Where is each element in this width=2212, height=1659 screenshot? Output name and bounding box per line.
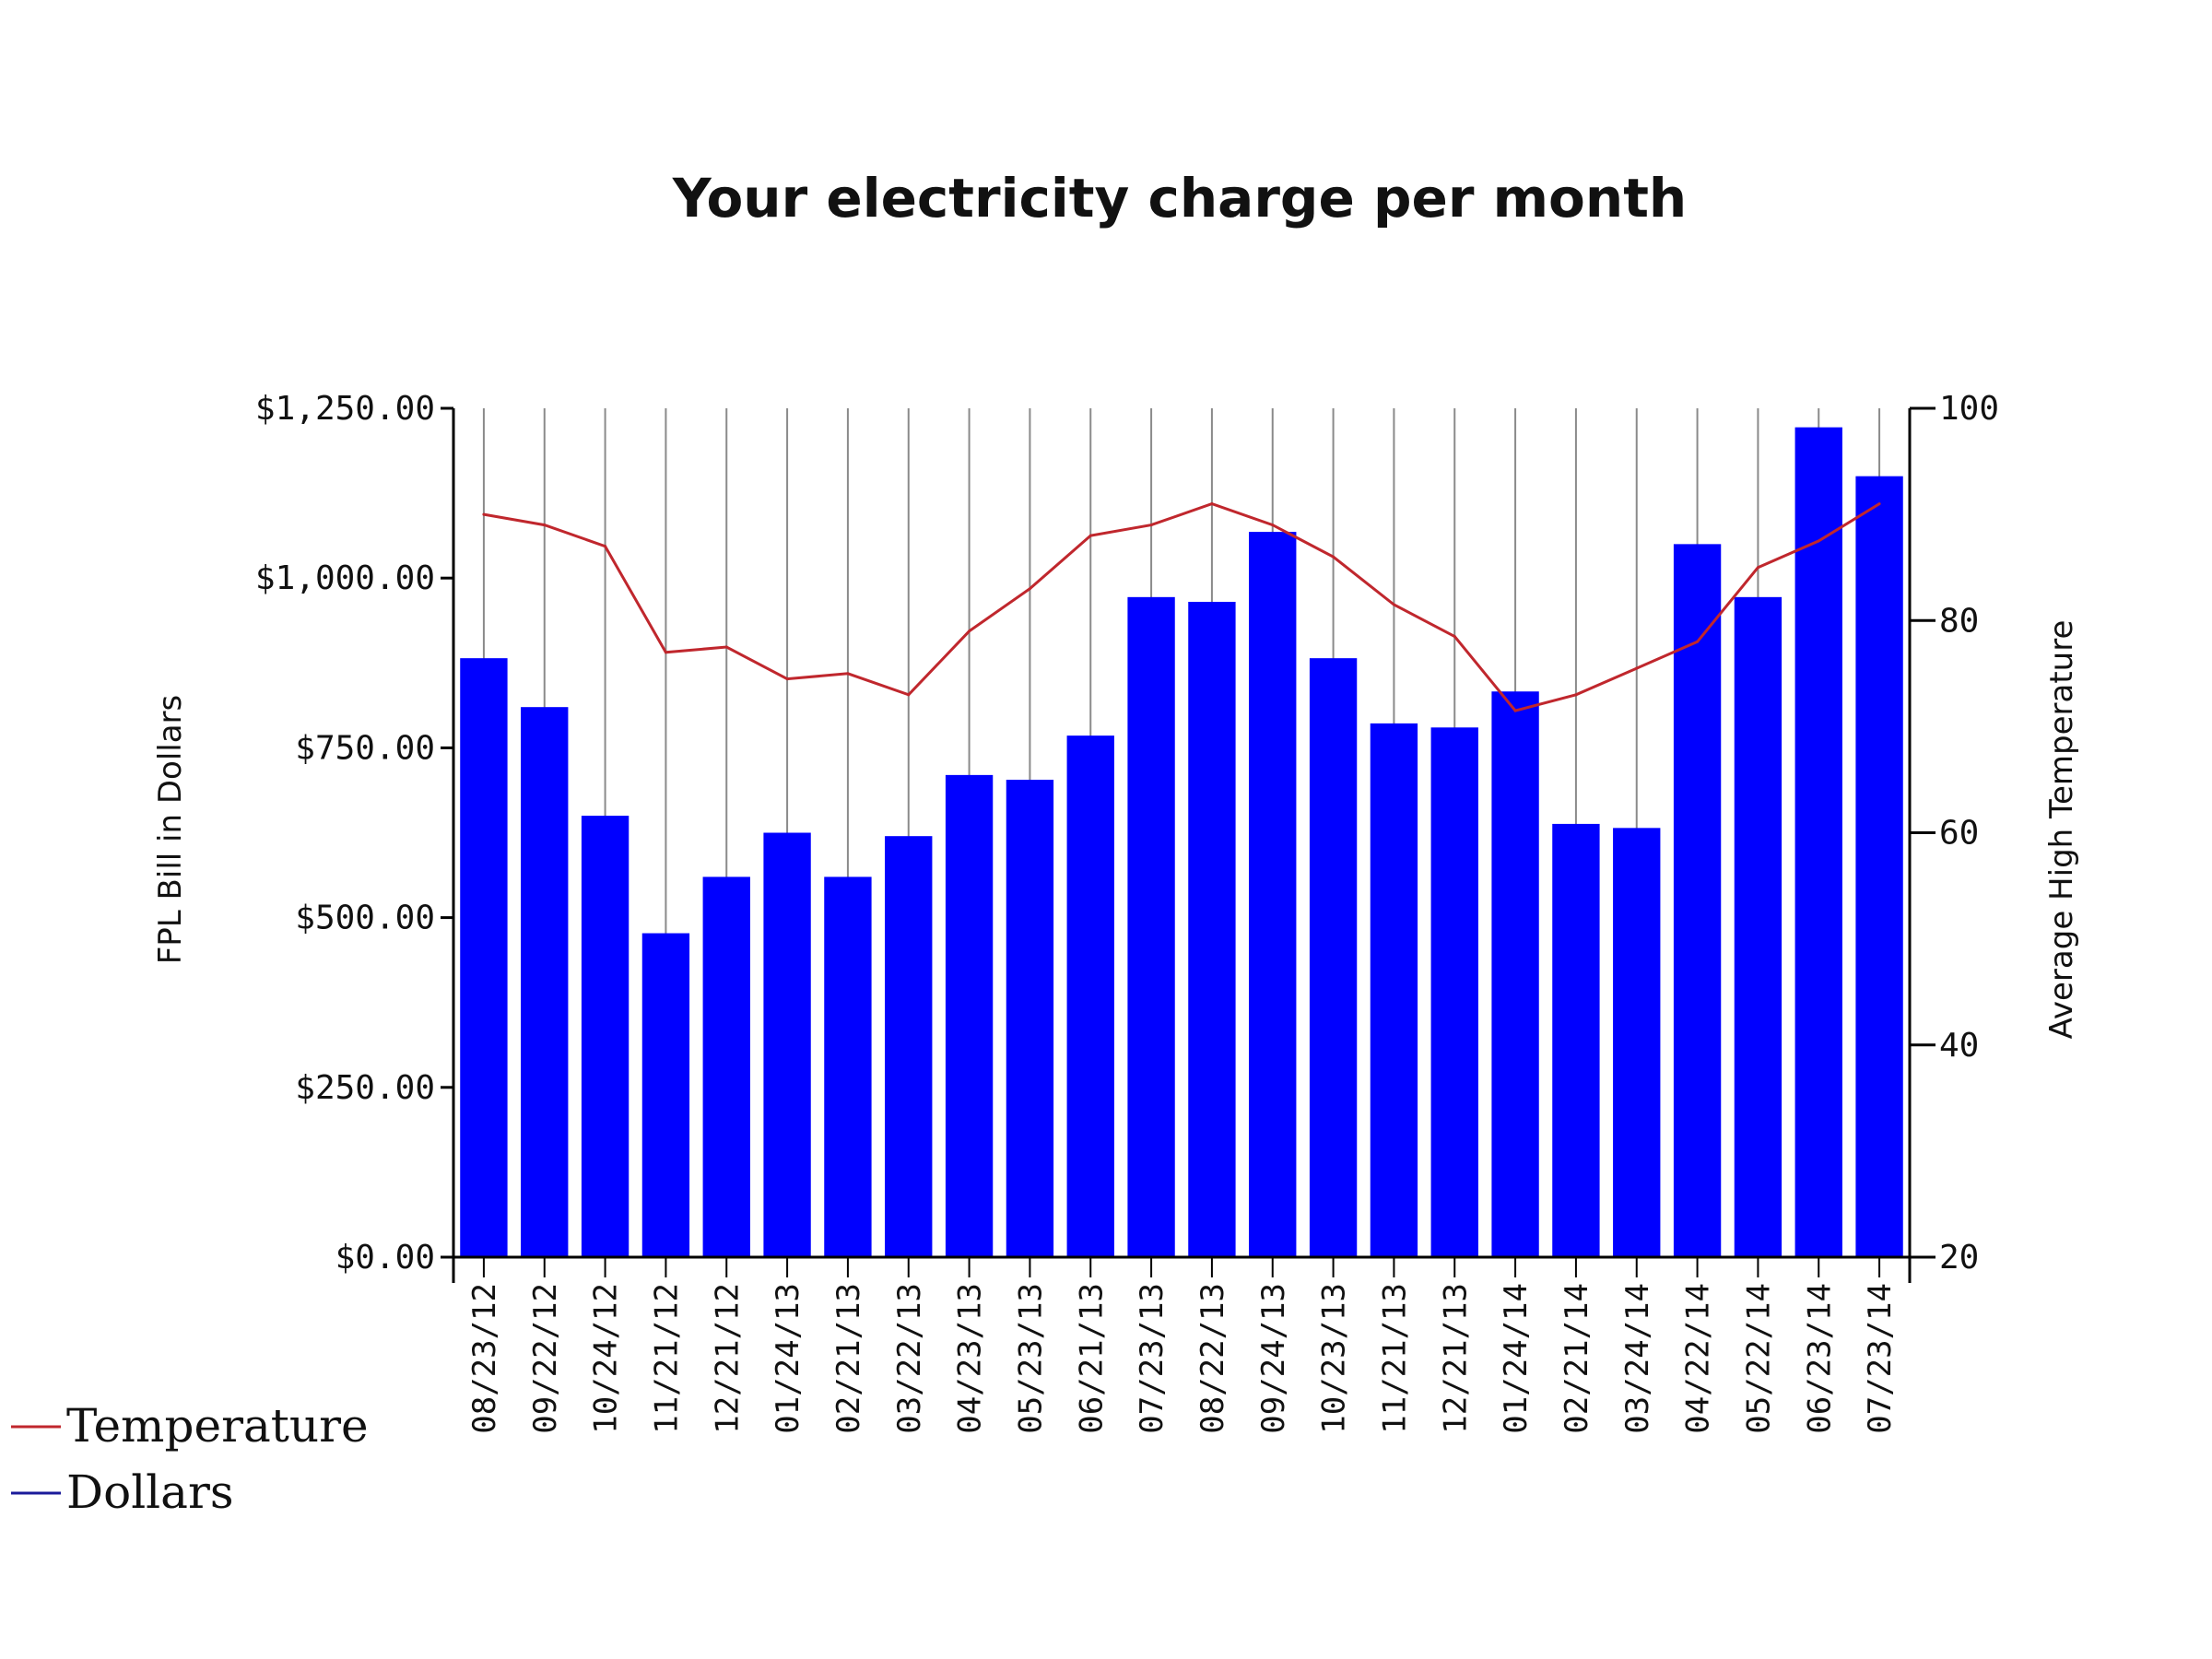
- bar-08-23-12: [460, 658, 508, 1257]
- x-tick-label: 06/21/13: [1073, 1283, 1110, 1434]
- y-tick-label: $1,000.00: [255, 559, 435, 597]
- temperature-point: [1817, 539, 1820, 543]
- bar-08-22-13: [1188, 601, 1236, 1257]
- bar-06-23-14: [1794, 427, 1842, 1258]
- x-tick-label: 11/21/12: [648, 1283, 685, 1434]
- axes: [441, 406, 1936, 1283]
- bar-12-21-13: [1430, 727, 1478, 1257]
- temperature-point: [1149, 524, 1153, 527]
- temperature-point: [1635, 666, 1639, 670]
- x-tick-label: 02/21/13: [830, 1283, 867, 1434]
- bar-09-22-12: [521, 707, 569, 1257]
- temperature-point: [1332, 555, 1335, 559]
- bar-11-21-12: [641, 933, 690, 1257]
- temperature-point: [664, 651, 667, 654]
- legend-item-temperature: Temperature: [11, 1399, 369, 1453]
- bar-04-22-14: [1673, 544, 1722, 1257]
- y-tick-label: $750.00: [295, 729, 435, 767]
- temperature-point: [1028, 587, 1031, 591]
- y-tick-label: $1,250.00: [255, 390, 435, 428]
- x-tick-label: 12/21/12: [709, 1283, 746, 1434]
- bar-02-21-14: [1552, 823, 1600, 1257]
- temperature-point: [1088, 534, 1092, 537]
- temperature-point: [1877, 502, 1881, 506]
- temperature-point: [1271, 524, 1275, 527]
- tick-labels: $0.00 $250.00 $500.00 $750.00 $1,000.00 $1,25…: [255, 390, 1999, 1434]
- x-tick-label: 05/23/13: [1012, 1283, 1049, 1434]
- y2-tick-label: 40: [1939, 1027, 1979, 1065]
- y2-tick-label: 100: [1939, 390, 1999, 428]
- x-tick-label: 09/22/12: [527, 1283, 564, 1434]
- bar-06-21-13: [1066, 735, 1114, 1257]
- x-tick-label: 01/24/14: [1498, 1283, 1535, 1434]
- x-tick-label: 03/24/14: [1619, 1283, 1656, 1434]
- y-tick-label: $250.00: [295, 1069, 435, 1107]
- x-tick-label: 05/22/14: [1740, 1283, 1777, 1434]
- temperature-point: [846, 672, 850, 676]
- bar-07-23-13: [1127, 596, 1175, 1257]
- x-tick-label: 12/21/13: [1437, 1283, 1474, 1434]
- temperature-point: [1756, 566, 1759, 570]
- temperature-line: [482, 502, 1881, 712]
- legend-item-dollars: Dollars: [11, 1465, 234, 1519]
- chart-title: Your electricity charge per month: [672, 167, 1687, 229]
- x-tick-label: 03/22/13: [891, 1283, 928, 1434]
- bar-10-24-12: [581, 816, 629, 1257]
- x-tick-label: 10/24/12: [588, 1283, 625, 1434]
- x-tick-label: 08/22/13: [1194, 1283, 1231, 1434]
- bar-03-22-13: [885, 836, 933, 1257]
- temperature-point: [604, 545, 607, 548]
- legend-label-dollars: Dollars: [66, 1465, 234, 1519]
- y2-tick-label: 60: [1939, 815, 1979, 853]
- x-tick-label: 06/23/14: [1801, 1283, 1838, 1434]
- bar-07-23-14: [1855, 476, 1903, 1257]
- x-tick-label: 11/21/13: [1376, 1283, 1413, 1434]
- temperature-point: [1210, 502, 1214, 506]
- bar-01-24-14: [1491, 691, 1539, 1257]
- bar-01-24-13: [763, 832, 811, 1257]
- bar-10-23-13: [1309, 658, 1358, 1257]
- temperature-point: [482, 512, 486, 516]
- legend: Temperature Dollars: [11, 1399, 369, 1519]
- temperature-point: [724, 645, 728, 649]
- bar-05-23-13: [1006, 780, 1054, 1257]
- y2-axis-title: Average High Temperature: [2043, 620, 2080, 1040]
- temperature-point: [1392, 603, 1395, 606]
- grid-lines: [482, 408, 1881, 1257]
- y2-tick-label: 80: [1939, 602, 1979, 640]
- x-tick-label: 07/23/13: [1134, 1283, 1171, 1434]
- legend-label-temperature: Temperature: [66, 1399, 369, 1453]
- temperature-point: [907, 693, 911, 697]
- x-tick-label: 10/23/13: [1316, 1283, 1353, 1434]
- temperature-point: [968, 629, 971, 633]
- temperature-point: [1574, 693, 1578, 697]
- y-tick-label: $0.00: [335, 1239, 435, 1277]
- x-tick-label: 01/24/13: [770, 1283, 806, 1434]
- y-tick-label: $500.00: [295, 900, 435, 937]
- y2-tick-label: 20: [1939, 1239, 1979, 1277]
- bar-03-24-14: [1613, 828, 1661, 1257]
- bar-05-22-14: [1734, 596, 1783, 1257]
- x-tick-label: 04/22/14: [1680, 1283, 1717, 1434]
- x-tick-label: 09/24/13: [1255, 1283, 1292, 1434]
- y-axis-title: FPL Bill in Dollars: [152, 695, 189, 965]
- temperature-point: [785, 677, 789, 681]
- temperature-point: [1696, 640, 1700, 643]
- temperature-point: [543, 524, 547, 527]
- bar-04-23-13: [945, 774, 994, 1257]
- temperature-point: [1513, 709, 1517, 712]
- bar-11-21-13: [1370, 723, 1418, 1257]
- bar-02-21-13: [824, 877, 872, 1257]
- bars: [460, 427, 1903, 1258]
- temperature-point: [1453, 635, 1456, 639]
- x-tick-label: 02/21/14: [1559, 1283, 1595, 1434]
- temperature-series-line: [483, 502, 1880, 712]
- bar-12-21-12: [702, 877, 750, 1257]
- bar-09-24-13: [1249, 532, 1297, 1257]
- x-tick-label: 04/23/13: [952, 1283, 989, 1434]
- x-tick-label: 07/23/14: [1862, 1283, 1899, 1434]
- x-tick-label: 08/23/12: [466, 1283, 503, 1434]
